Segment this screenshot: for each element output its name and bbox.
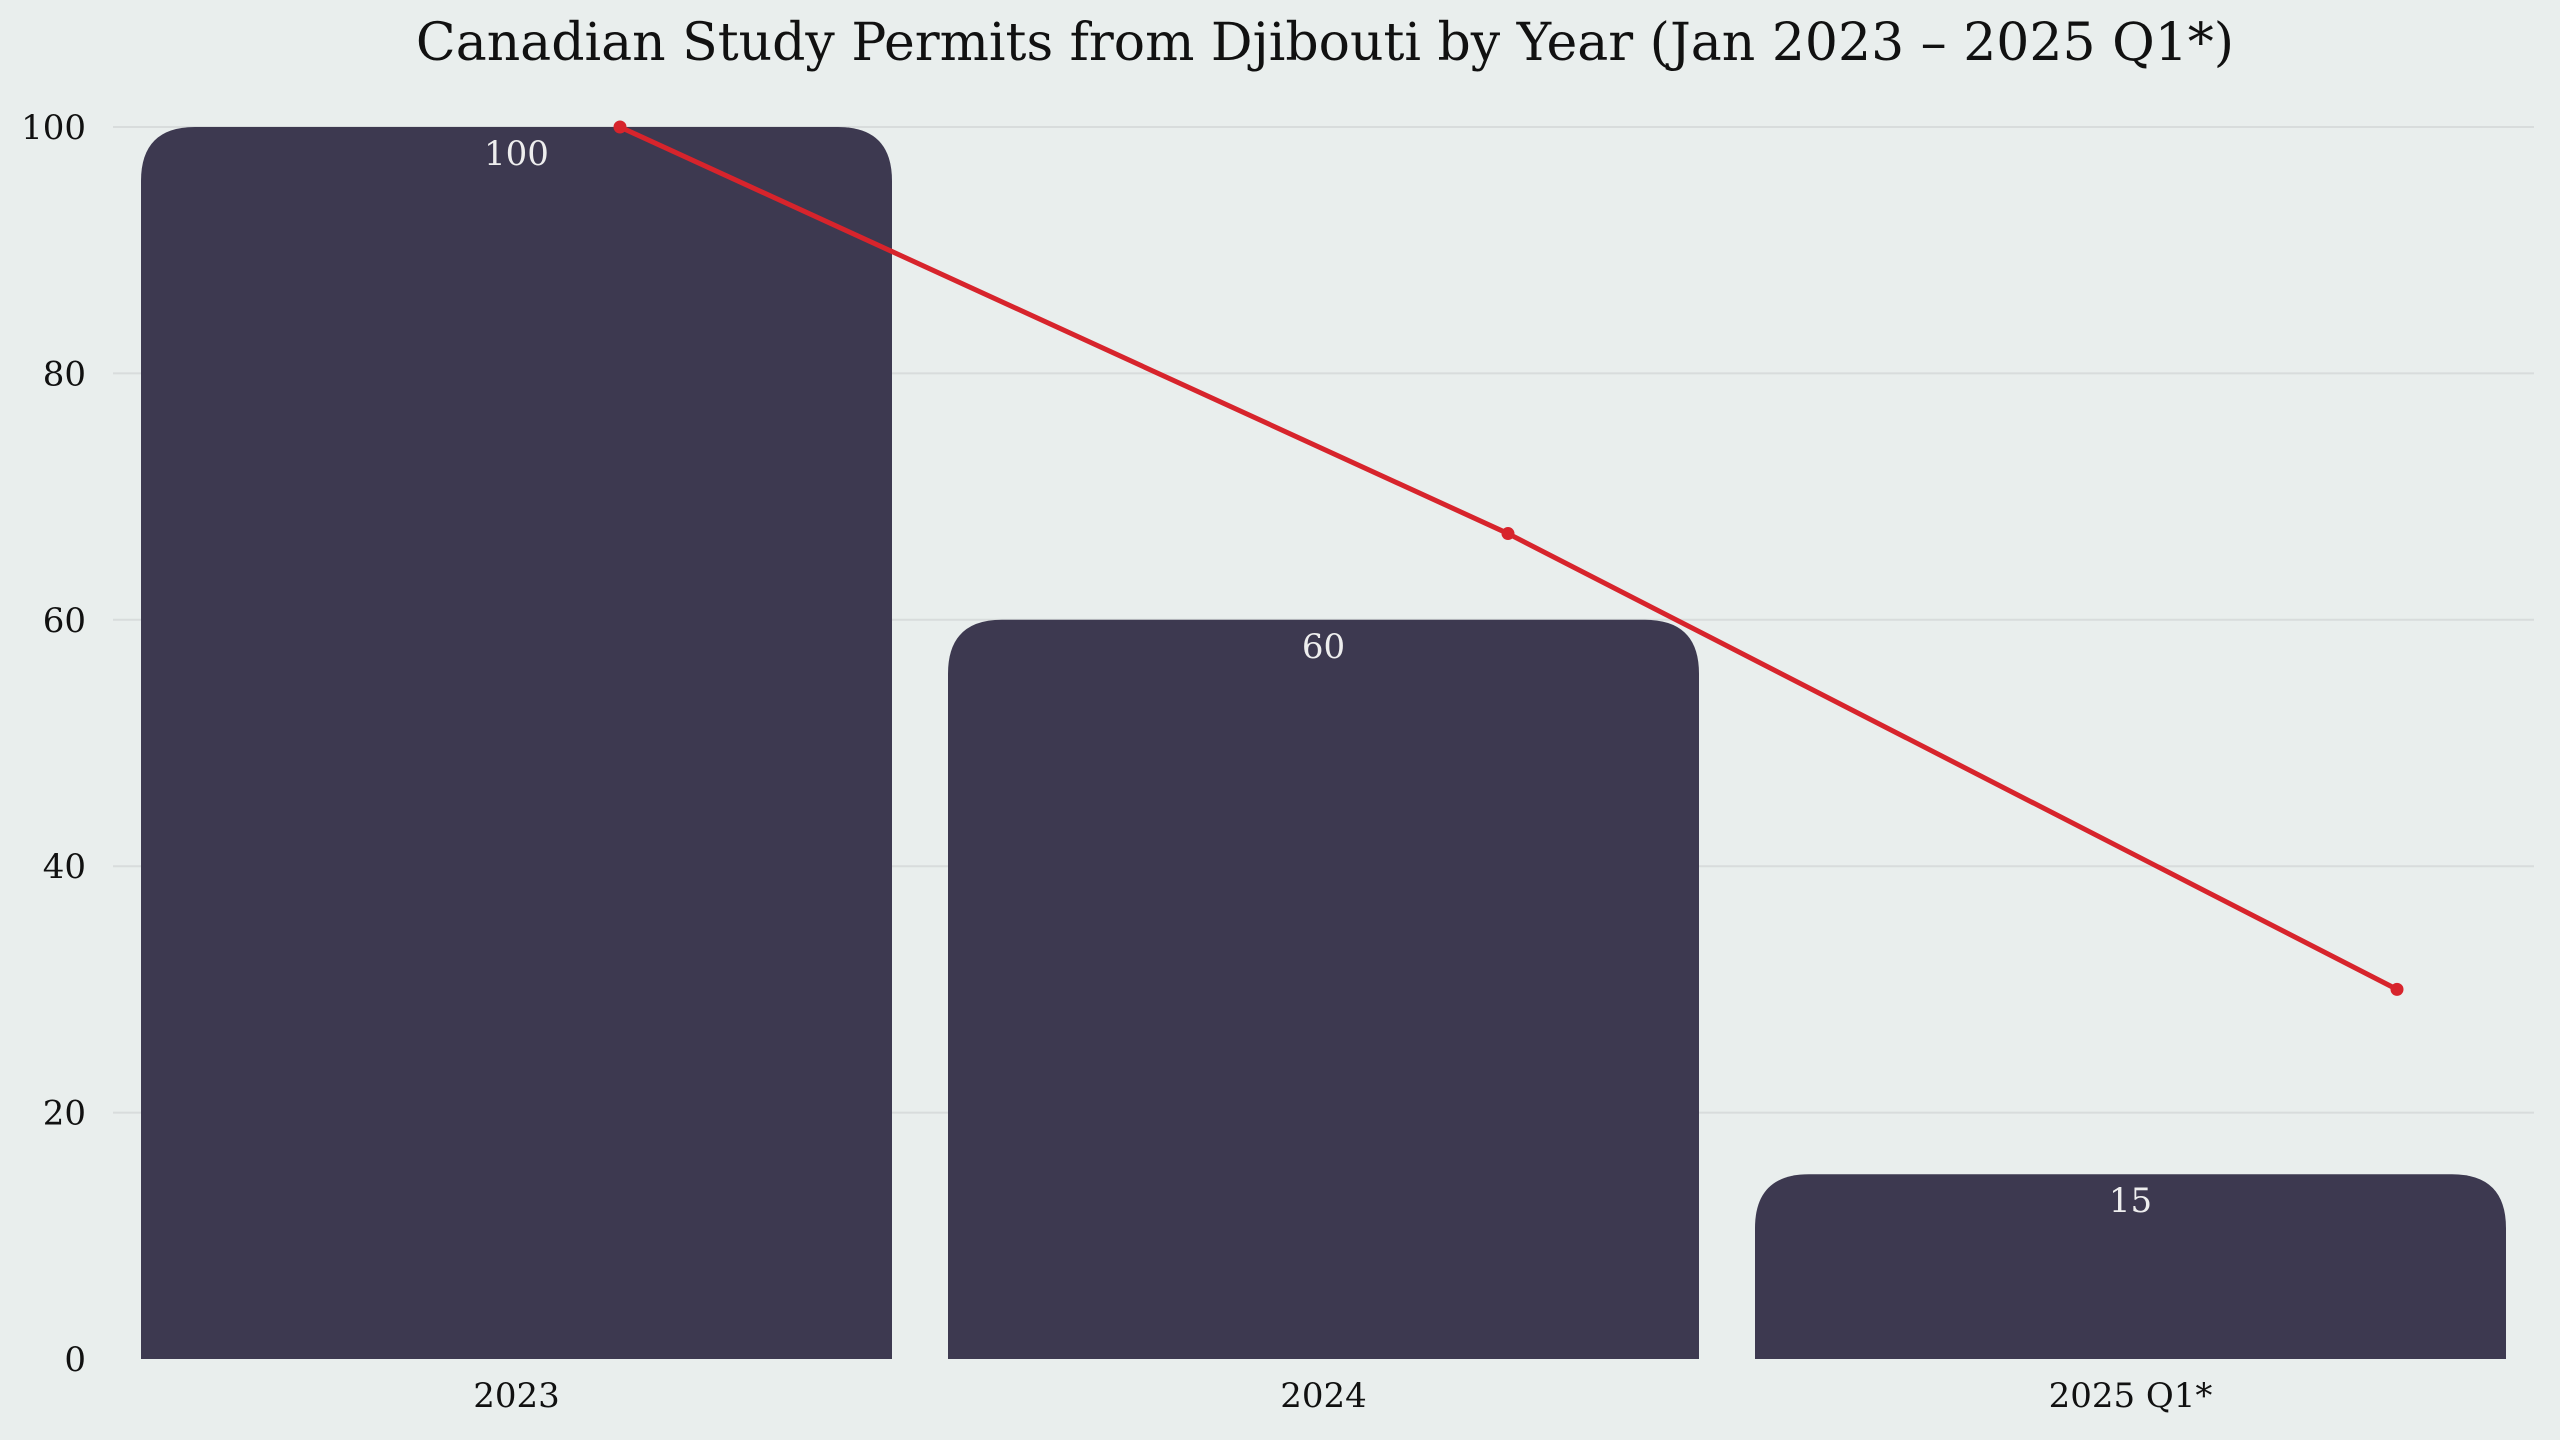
bar-value-label: 100 <box>484 134 549 174</box>
trend-point <box>613 120 627 134</box>
y-tick-label: 100 <box>21 108 86 148</box>
bar-2024 <box>948 619 1699 1359</box>
x-tick-label: 2024 <box>1280 1376 1367 1416</box>
x-tick-label: 2025 Q1* <box>2049 1376 2213 1416</box>
trend-point <box>2390 982 2404 996</box>
y-tick-label: 20 <box>43 1094 86 1134</box>
bar-2023 <box>141 127 892 1359</box>
bar-value-label: 60 <box>1302 627 1345 667</box>
y-axis: 0 20 40 60 80 100 <box>21 108 86 1380</box>
x-tick-label: 2023 <box>473 1376 560 1416</box>
y-tick-label: 40 <box>43 847 86 887</box>
chart-title: Canadian Study Permits from Djibouti by … <box>416 13 2234 73</box>
trend-point <box>1501 527 1515 541</box>
y-tick-label: 80 <box>43 354 86 394</box>
y-tick-label: 60 <box>43 601 86 641</box>
bar-2025-q1- <box>1755 1174 2506 1359</box>
y-tick-label: 0 <box>64 1340 86 1380</box>
x-axis: 2023 2024 2025 Q1* <box>473 1376 2212 1416</box>
trend-line-group <box>613 120 2404 996</box>
bar-value-label: 15 <box>2109 1181 2152 1221</box>
bars: 100 60 15 <box>141 127 2506 1359</box>
